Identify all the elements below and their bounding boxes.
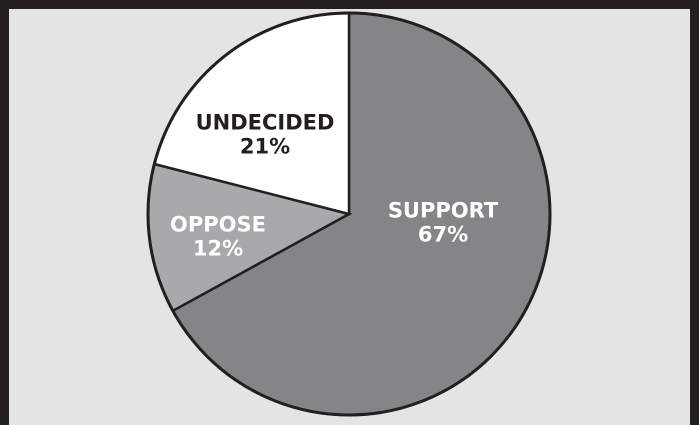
slice-value-support: 67% — [418, 222, 468, 246]
slice-label-undecided: UNDECIDED — [196, 110, 335, 134]
pie-outline — [146, 11, 552, 417]
slice-value-oppose: 12% — [193, 236, 243, 260]
slice-value-undecided: 21% — [240, 134, 290, 158]
slice-label-oppose: OPPOSE — [170, 212, 266, 236]
slice-label-support: SUPPORT — [388, 198, 499, 222]
